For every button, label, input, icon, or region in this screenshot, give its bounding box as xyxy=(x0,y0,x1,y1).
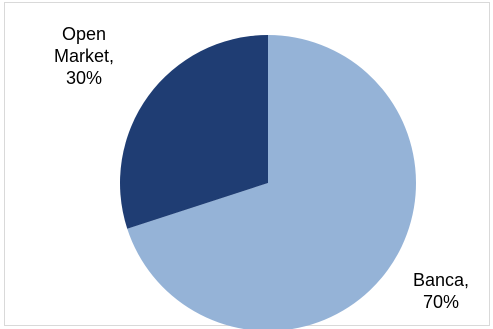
slice-label-banca: Banca, 70% xyxy=(413,270,469,312)
pie-slice-open-market xyxy=(119,35,268,229)
slice-label-line: Banca, xyxy=(413,270,469,290)
slice-label-line: Open xyxy=(62,24,106,44)
pie-slice-banca xyxy=(127,35,416,329)
slice-label-line: Market, xyxy=(54,46,114,66)
slice-label-open-market: Open Market, 30% xyxy=(54,24,114,88)
slice-label-line: 30% xyxy=(66,68,102,88)
slice-label-line: 70% xyxy=(423,292,459,312)
